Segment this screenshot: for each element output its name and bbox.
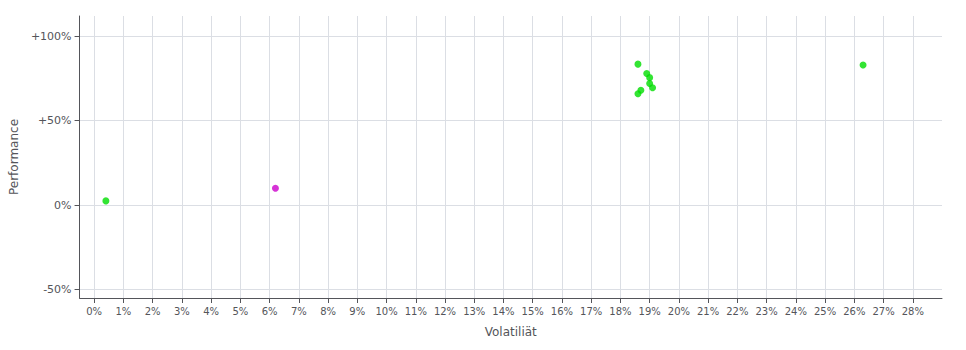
svg-text:1%: 1%	[115, 306, 131, 317]
svg-text:7%: 7%	[291, 306, 307, 317]
svg-text:10%: 10%	[375, 306, 397, 317]
svg-text:24%: 24%	[785, 306, 807, 317]
svg-text:28%: 28%	[902, 306, 924, 317]
svg-text:19%: 19%	[639, 306, 661, 317]
svg-text:11%: 11%	[405, 306, 427, 317]
svg-text:26%: 26%	[843, 306, 865, 317]
svg-text:-50%: -50%	[43, 283, 71, 296]
svg-text:9%: 9%	[349, 306, 365, 317]
svg-text:0%: 0%	[86, 306, 102, 317]
svg-text:+50%: +50%	[38, 114, 72, 127]
svg-text:3%: 3%	[174, 306, 190, 317]
svg-text:0%: 0%	[54, 199, 71, 212]
svg-text:8%: 8%	[320, 306, 336, 317]
svg-text:2%: 2%	[145, 306, 161, 317]
svg-text:18%: 18%	[609, 306, 631, 317]
svg-text:16%: 16%	[551, 306, 573, 317]
svg-text:4%: 4%	[203, 306, 219, 317]
svg-text:12%: 12%	[434, 306, 456, 317]
svg-text:5%: 5%	[232, 306, 248, 317]
svg-text:Performance: Performance	[7, 119, 21, 195]
svg-text:Volatiliät: Volatiliät	[485, 325, 537, 339]
svg-text:+100%: +100%	[31, 30, 72, 43]
svg-text:14%: 14%	[492, 306, 514, 317]
svg-text:22%: 22%	[726, 306, 748, 317]
svg-text:27%: 27%	[872, 306, 894, 317]
svg-text:23%: 23%	[755, 306, 777, 317]
svg-text:13%: 13%	[463, 306, 485, 317]
svg-text:21%: 21%	[697, 306, 719, 317]
svg-text:6%: 6%	[262, 306, 278, 317]
svg-text:25%: 25%	[814, 306, 836, 317]
svg-text:15%: 15%	[522, 306, 544, 317]
svg-text:17%: 17%	[580, 306, 602, 317]
svg-text:20%: 20%	[668, 306, 690, 317]
